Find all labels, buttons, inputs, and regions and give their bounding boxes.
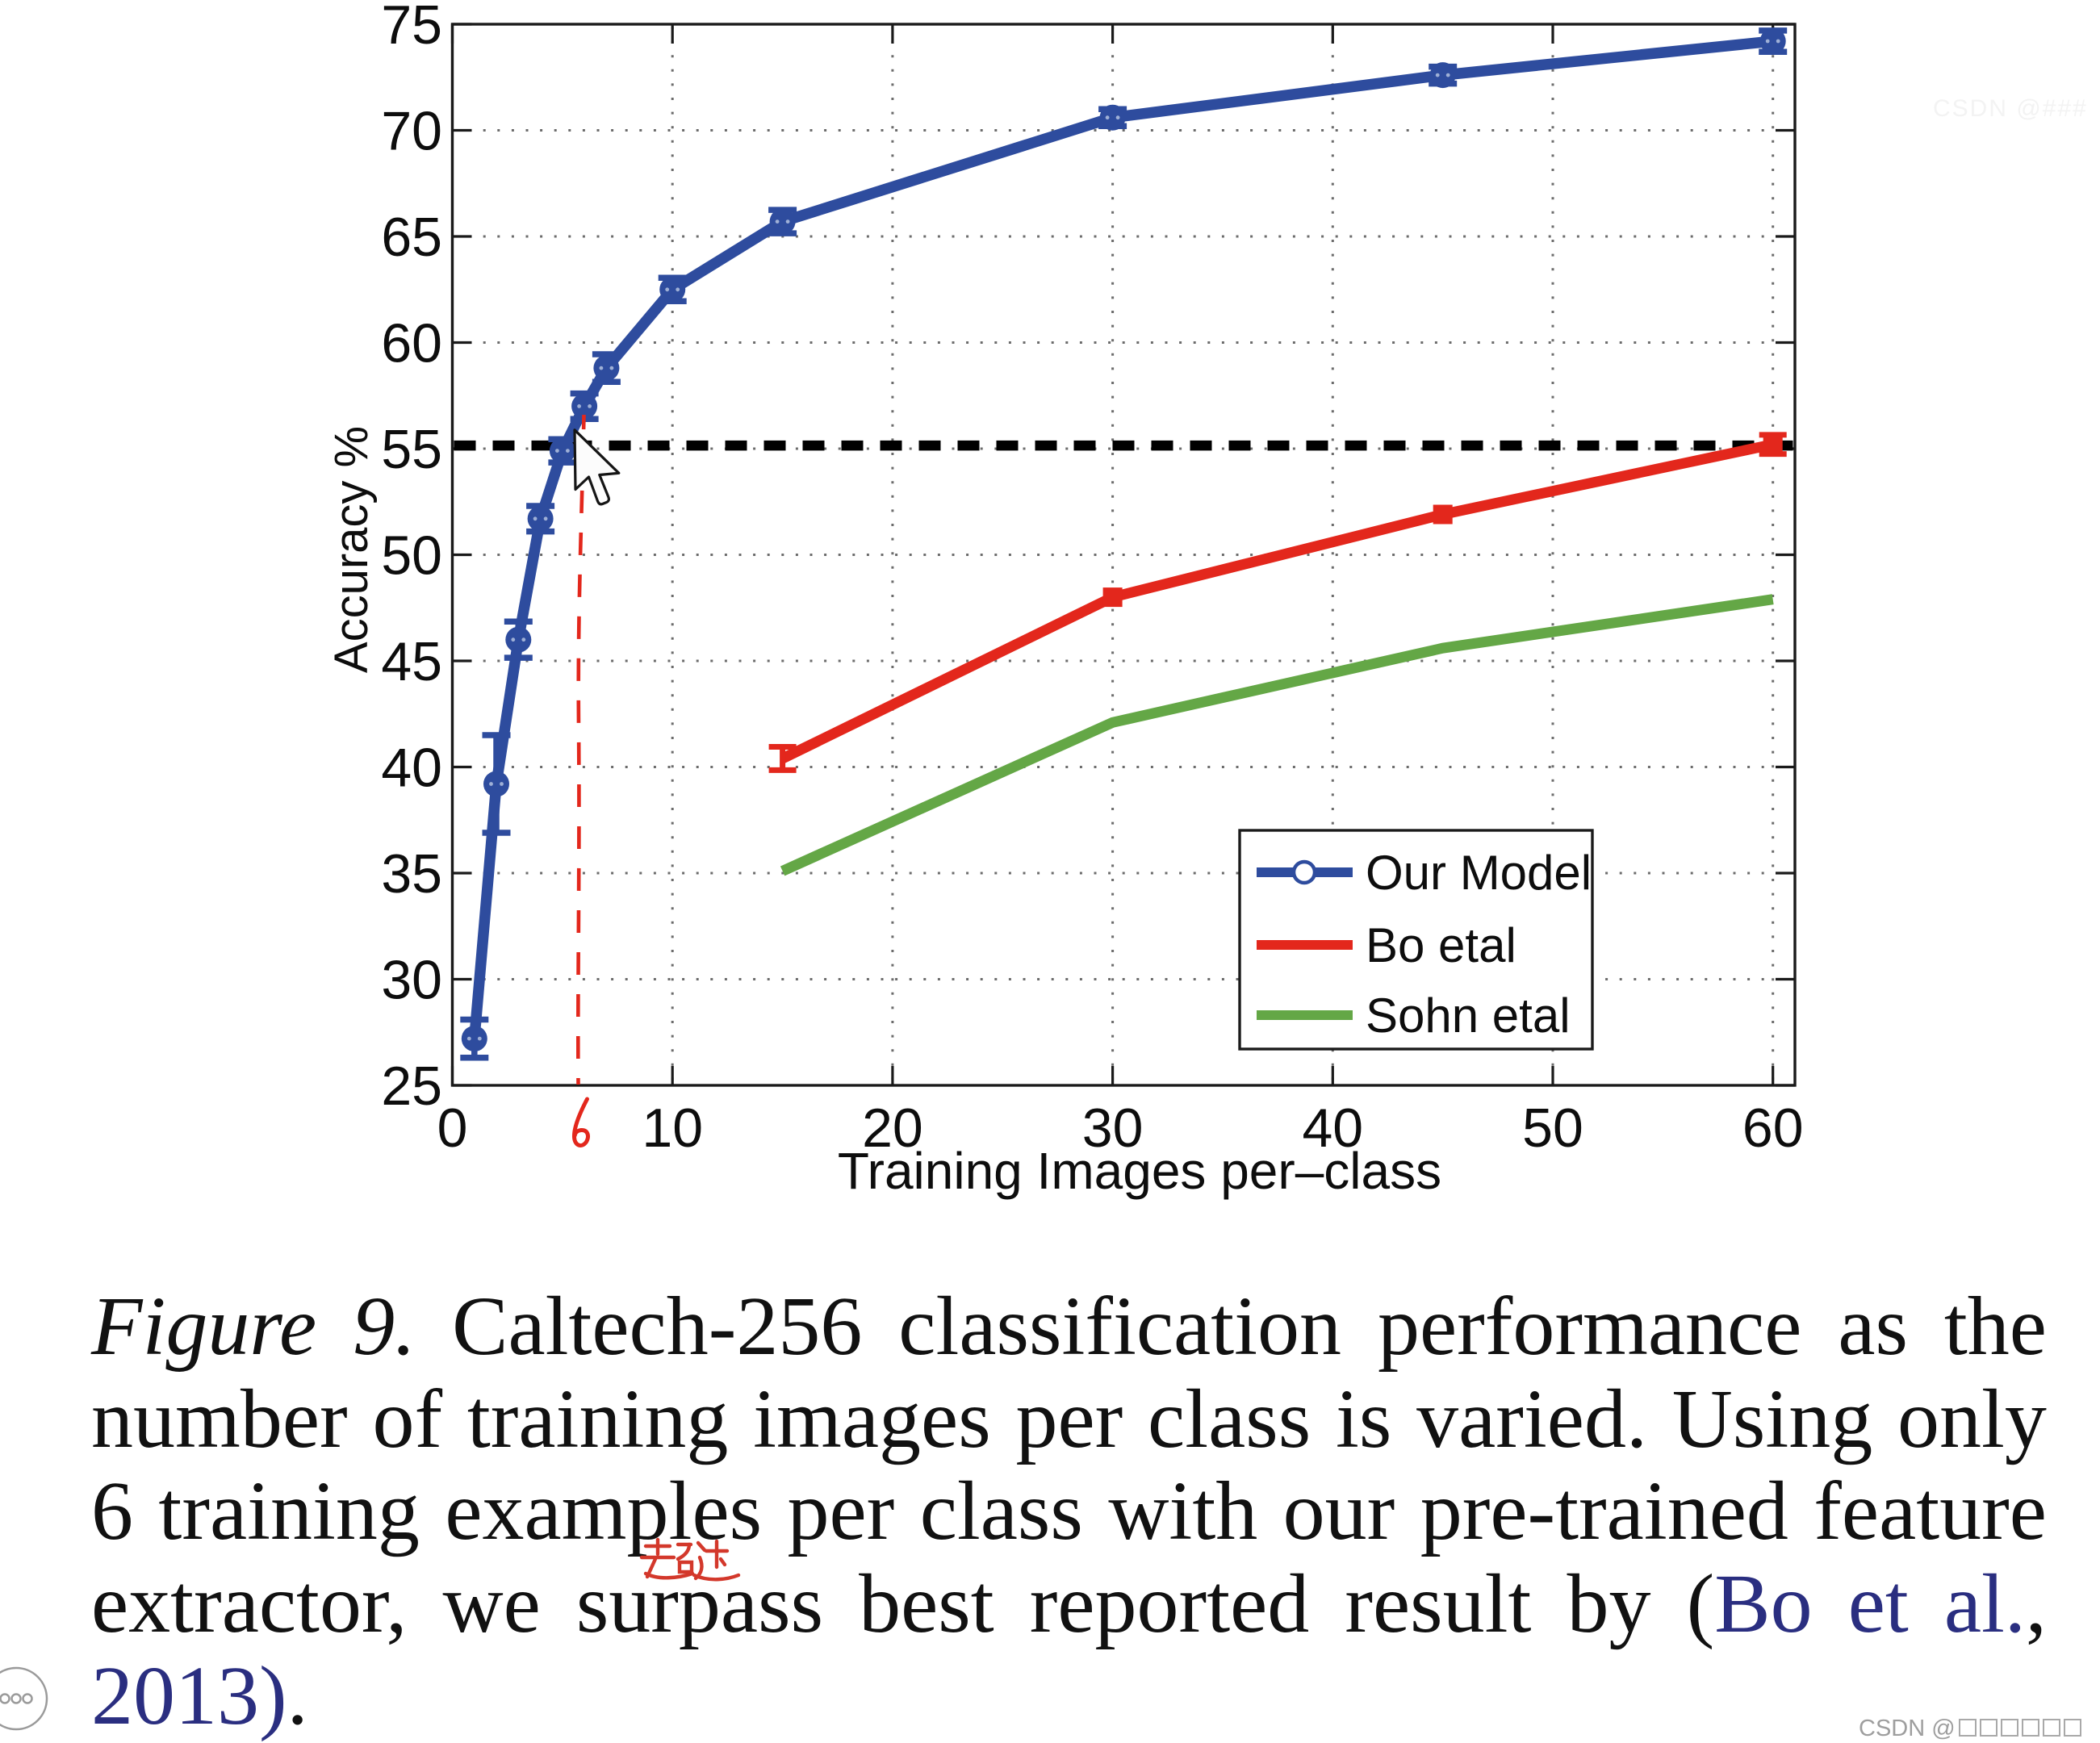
svg-text:30: 30	[381, 950, 442, 1011]
svg-text:25: 25	[381, 1055, 442, 1117]
svg-text:45: 45	[381, 631, 442, 692]
svg-text:10: 10	[642, 1097, 703, 1159]
svg-text:0: 0	[437, 1097, 468, 1159]
svg-text:40: 40	[1302, 1097, 1363, 1159]
svg-text:75: 75	[381, 0, 442, 56]
svg-text:Our Model: Our Model	[1366, 846, 1592, 900]
svg-text:Training Images per–class: Training Images per–class	[838, 1142, 1441, 1200]
svg-text:20: 20	[862, 1097, 923, 1159]
svg-text:40: 40	[381, 738, 442, 799]
svg-text:Accuracy %: Accuracy %	[325, 426, 378, 673]
svg-text:55: 55	[381, 419, 442, 480]
svg-text:60: 60	[1742, 1097, 1804, 1159]
svg-text:30: 30	[1082, 1097, 1144, 1159]
svg-text:Bo etal: Bo etal	[1366, 918, 1516, 972]
svg-text:65: 65	[381, 207, 442, 268]
svg-text:35: 35	[381, 843, 442, 905]
svg-text:50: 50	[381, 525, 442, 587]
svg-text:Sohn etal: Sohn etal	[1366, 989, 1571, 1043]
svg-text:60: 60	[381, 313, 442, 374]
svg-text:50: 50	[1522, 1097, 1583, 1159]
svg-text:70: 70	[381, 101, 442, 162]
